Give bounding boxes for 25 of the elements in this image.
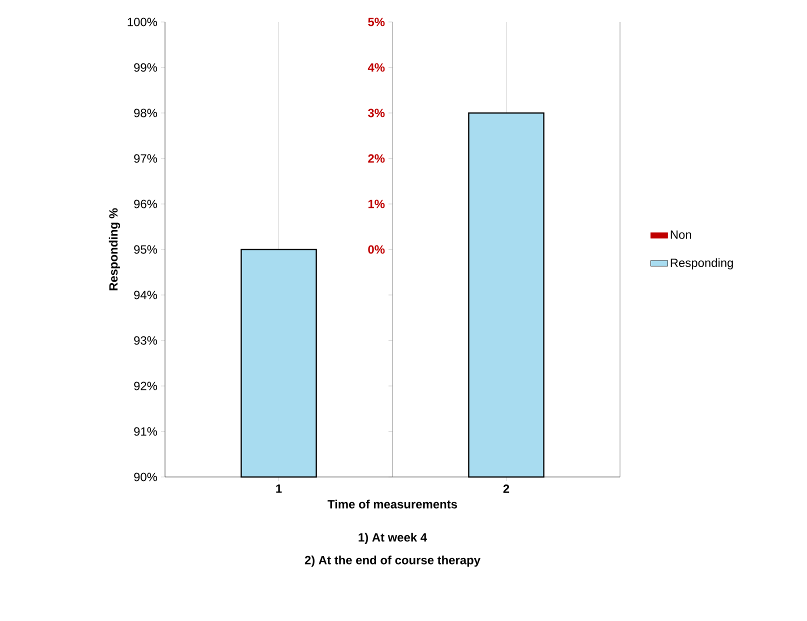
y2-tick-label: 5% bbox=[368, 18, 385, 26]
y2-tick-label: 3% bbox=[368, 108, 385, 118]
y-tick-label: 100% bbox=[128, 18, 158, 26]
text: 1) At week 4 bbox=[358, 532, 427, 544]
y-tick-label: 98% bbox=[134, 108, 158, 118]
y-axis-title: Responding % bbox=[108, 208, 120, 290]
y-tick-label: 92% bbox=[134, 382, 158, 390]
y2-tick-label: 4% bbox=[368, 63, 385, 72]
y-tick-label: 99% bbox=[134, 63, 158, 72]
y-tick-label: 96% bbox=[134, 200, 158, 208]
legend-label: Responding bbox=[670, 258, 733, 270]
x-tick-label: 1 bbox=[276, 484, 282, 493]
y-tick-label: 91% bbox=[134, 427, 158, 436]
legend-label: Non bbox=[670, 230, 692, 239]
y-tick-label: 95% bbox=[134, 245, 158, 254]
y2-tick-label: 2% bbox=[368, 154, 385, 163]
y-tick-label: 90% bbox=[134, 472, 158, 482]
text: 2) At the end of course therapy bbox=[304, 556, 480, 567]
x-axis-title: Time of measurements bbox=[328, 500, 458, 508]
x-tick-label: 2 bbox=[503, 484, 510, 493]
y-tick-label: 97% bbox=[134, 154, 158, 163]
y2-tick-label: 1% bbox=[368, 200, 385, 208]
y-tick-label: 94% bbox=[134, 290, 158, 300]
y-tick-label: 93% bbox=[134, 336, 158, 345]
y2-tick-label: 0% bbox=[368, 245, 385, 254]
